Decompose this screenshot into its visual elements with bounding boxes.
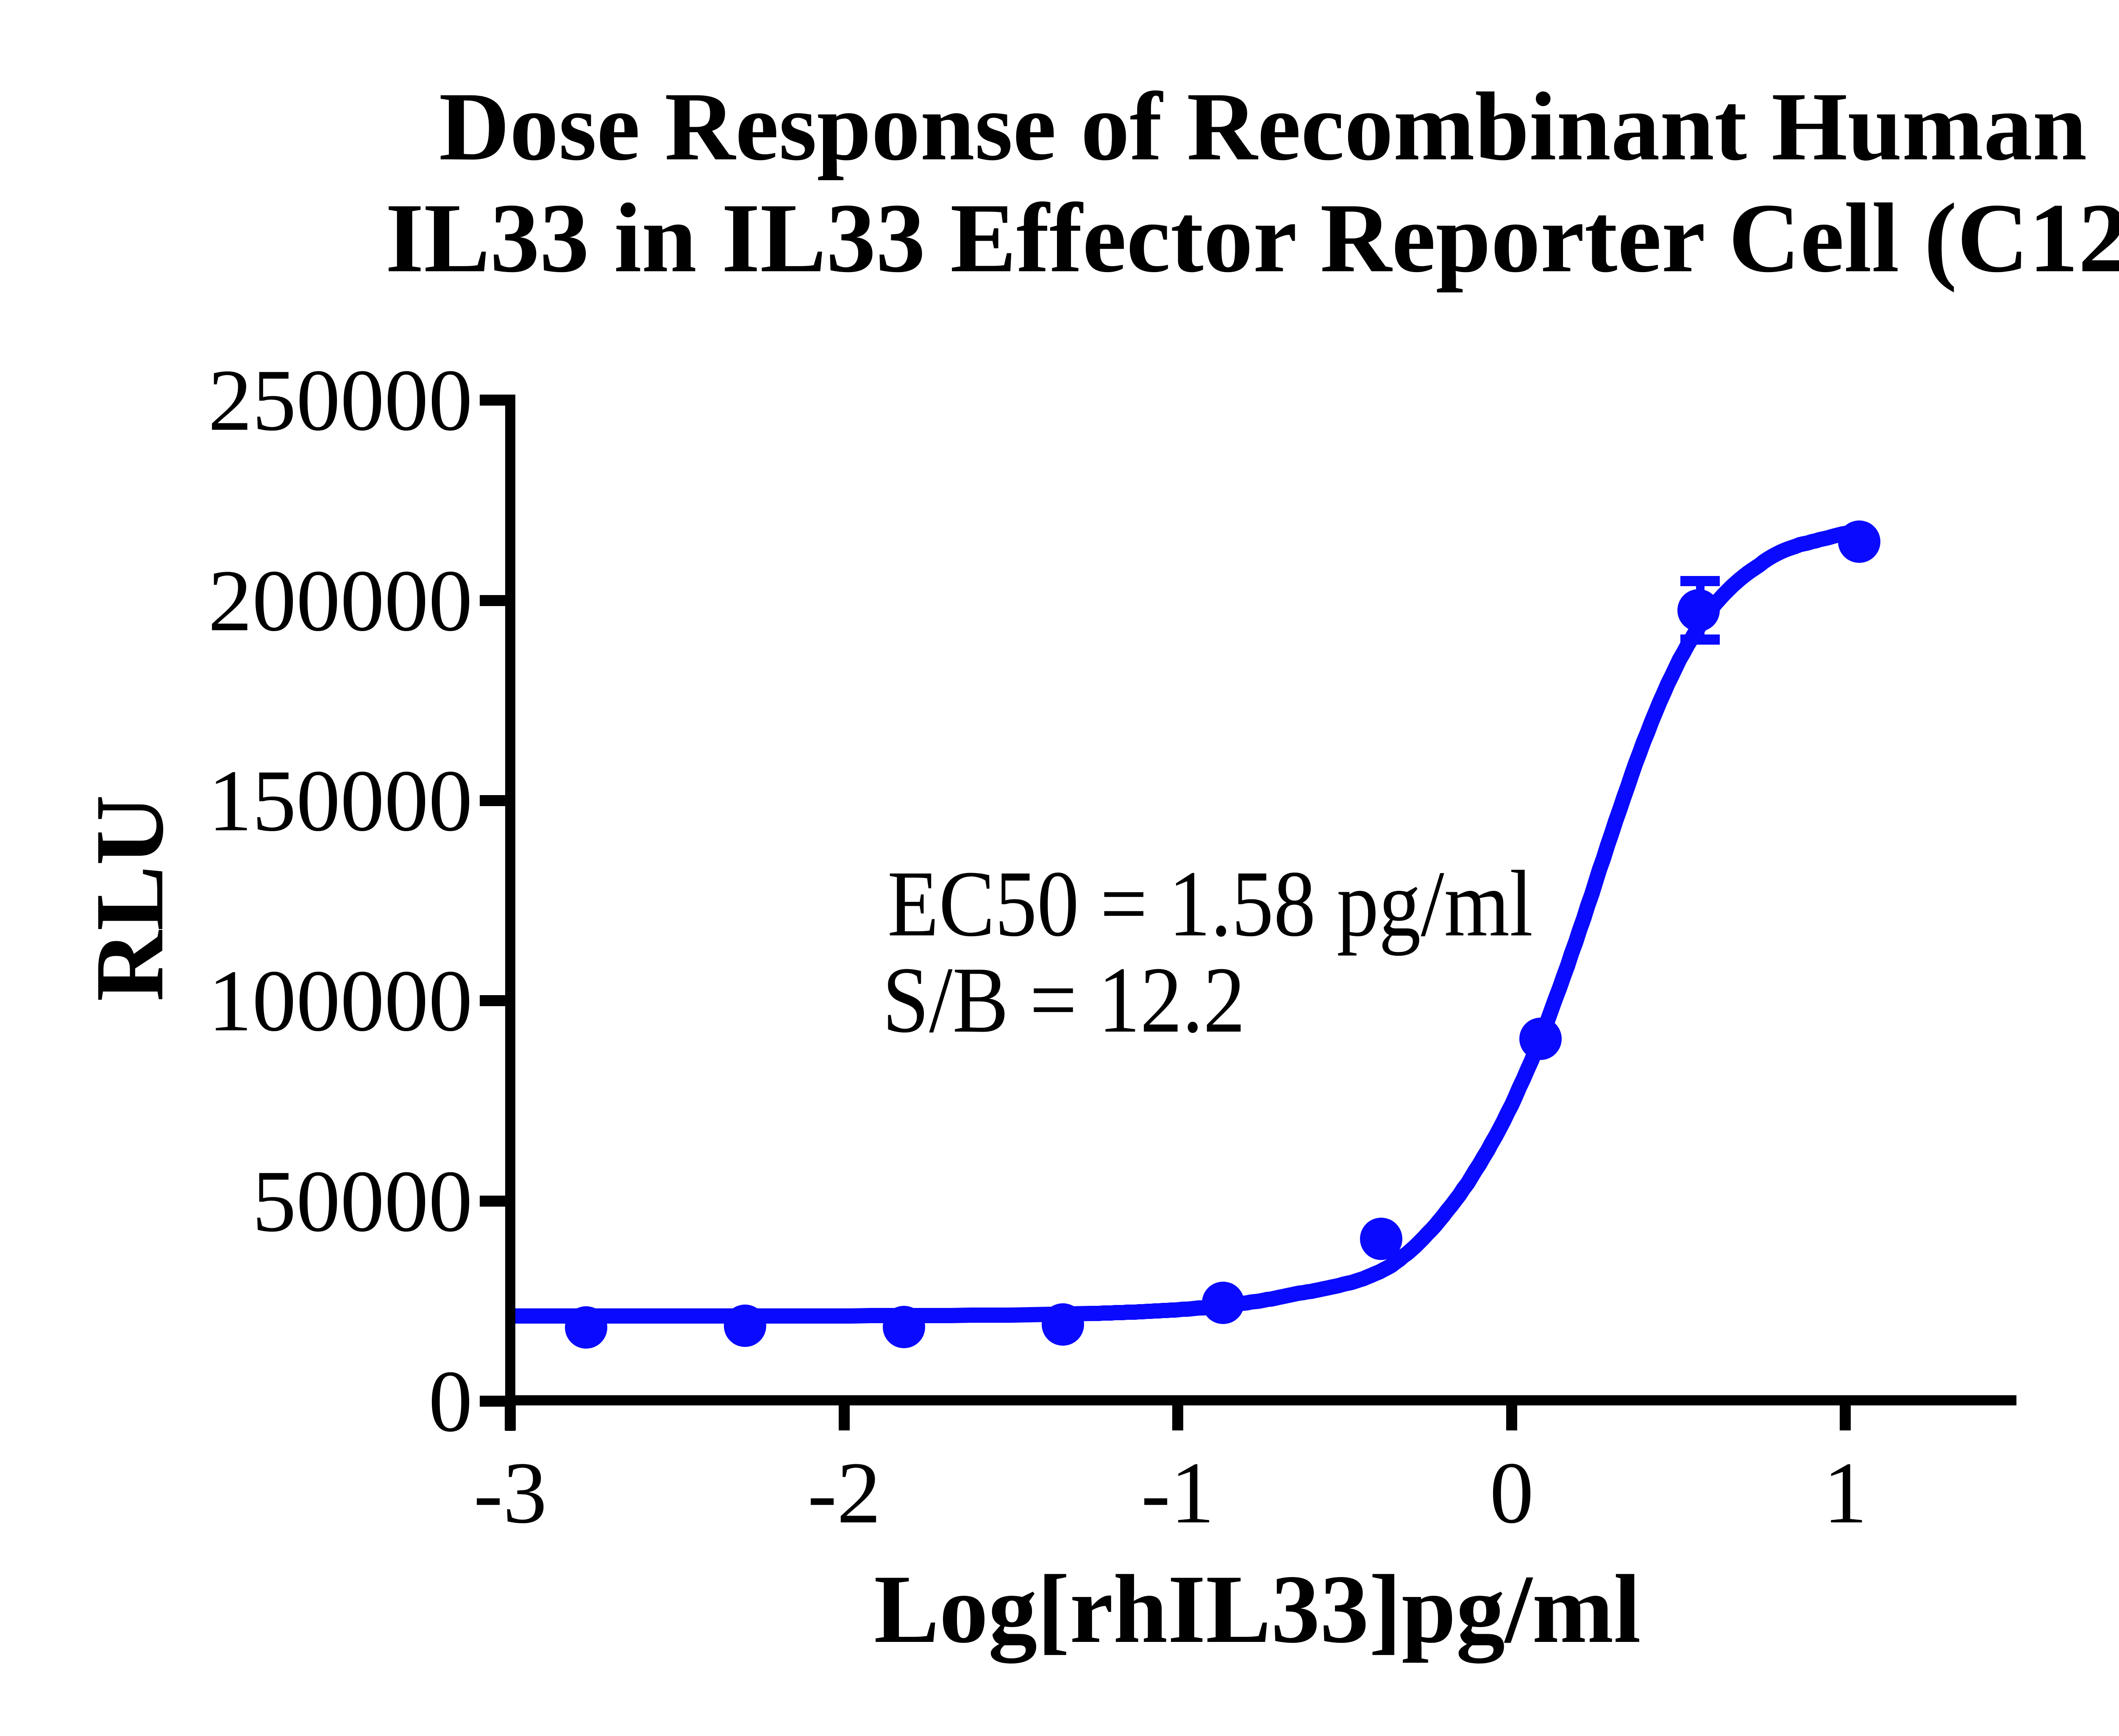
- svg-text:EC50 = 1.58 pg/ml: EC50 = 1.58 pg/ml: [887, 851, 1533, 956]
- svg-text:Dose Response of Recombinant H: Dose Response of Recombinant Human: [439, 72, 2087, 181]
- svg-text:200000: 200000: [208, 552, 473, 649]
- svg-text:-3: -3: [473, 1444, 547, 1541]
- svg-text:150000: 150000: [208, 752, 473, 849]
- svg-text:S/B = 12.2: S/B = 12.2: [882, 947, 1245, 1052]
- svg-text:IL33 in IL33 Effector Reporter: IL33 in IL33 Effector Reporter Cell (C12…: [385, 183, 2119, 293]
- svg-text:-2: -2: [807, 1444, 881, 1541]
- svg-text:0: 0: [1490, 1444, 1534, 1541]
- svg-text:0: 0: [428, 1352, 473, 1450]
- svg-text:100000: 100000: [208, 952, 473, 1049]
- svg-text:RLU: RLU: [75, 795, 184, 1002]
- svg-text:1: 1: [1823, 1444, 1867, 1541]
- svg-text:Log[rhIL33]pg/ml: Log[rhIL33]pg/ml: [874, 1555, 1641, 1664]
- svg-text:250000: 250000: [208, 351, 473, 449]
- svg-text:-1: -1: [1141, 1444, 1214, 1541]
- svg-text:50000: 50000: [252, 1152, 473, 1250]
